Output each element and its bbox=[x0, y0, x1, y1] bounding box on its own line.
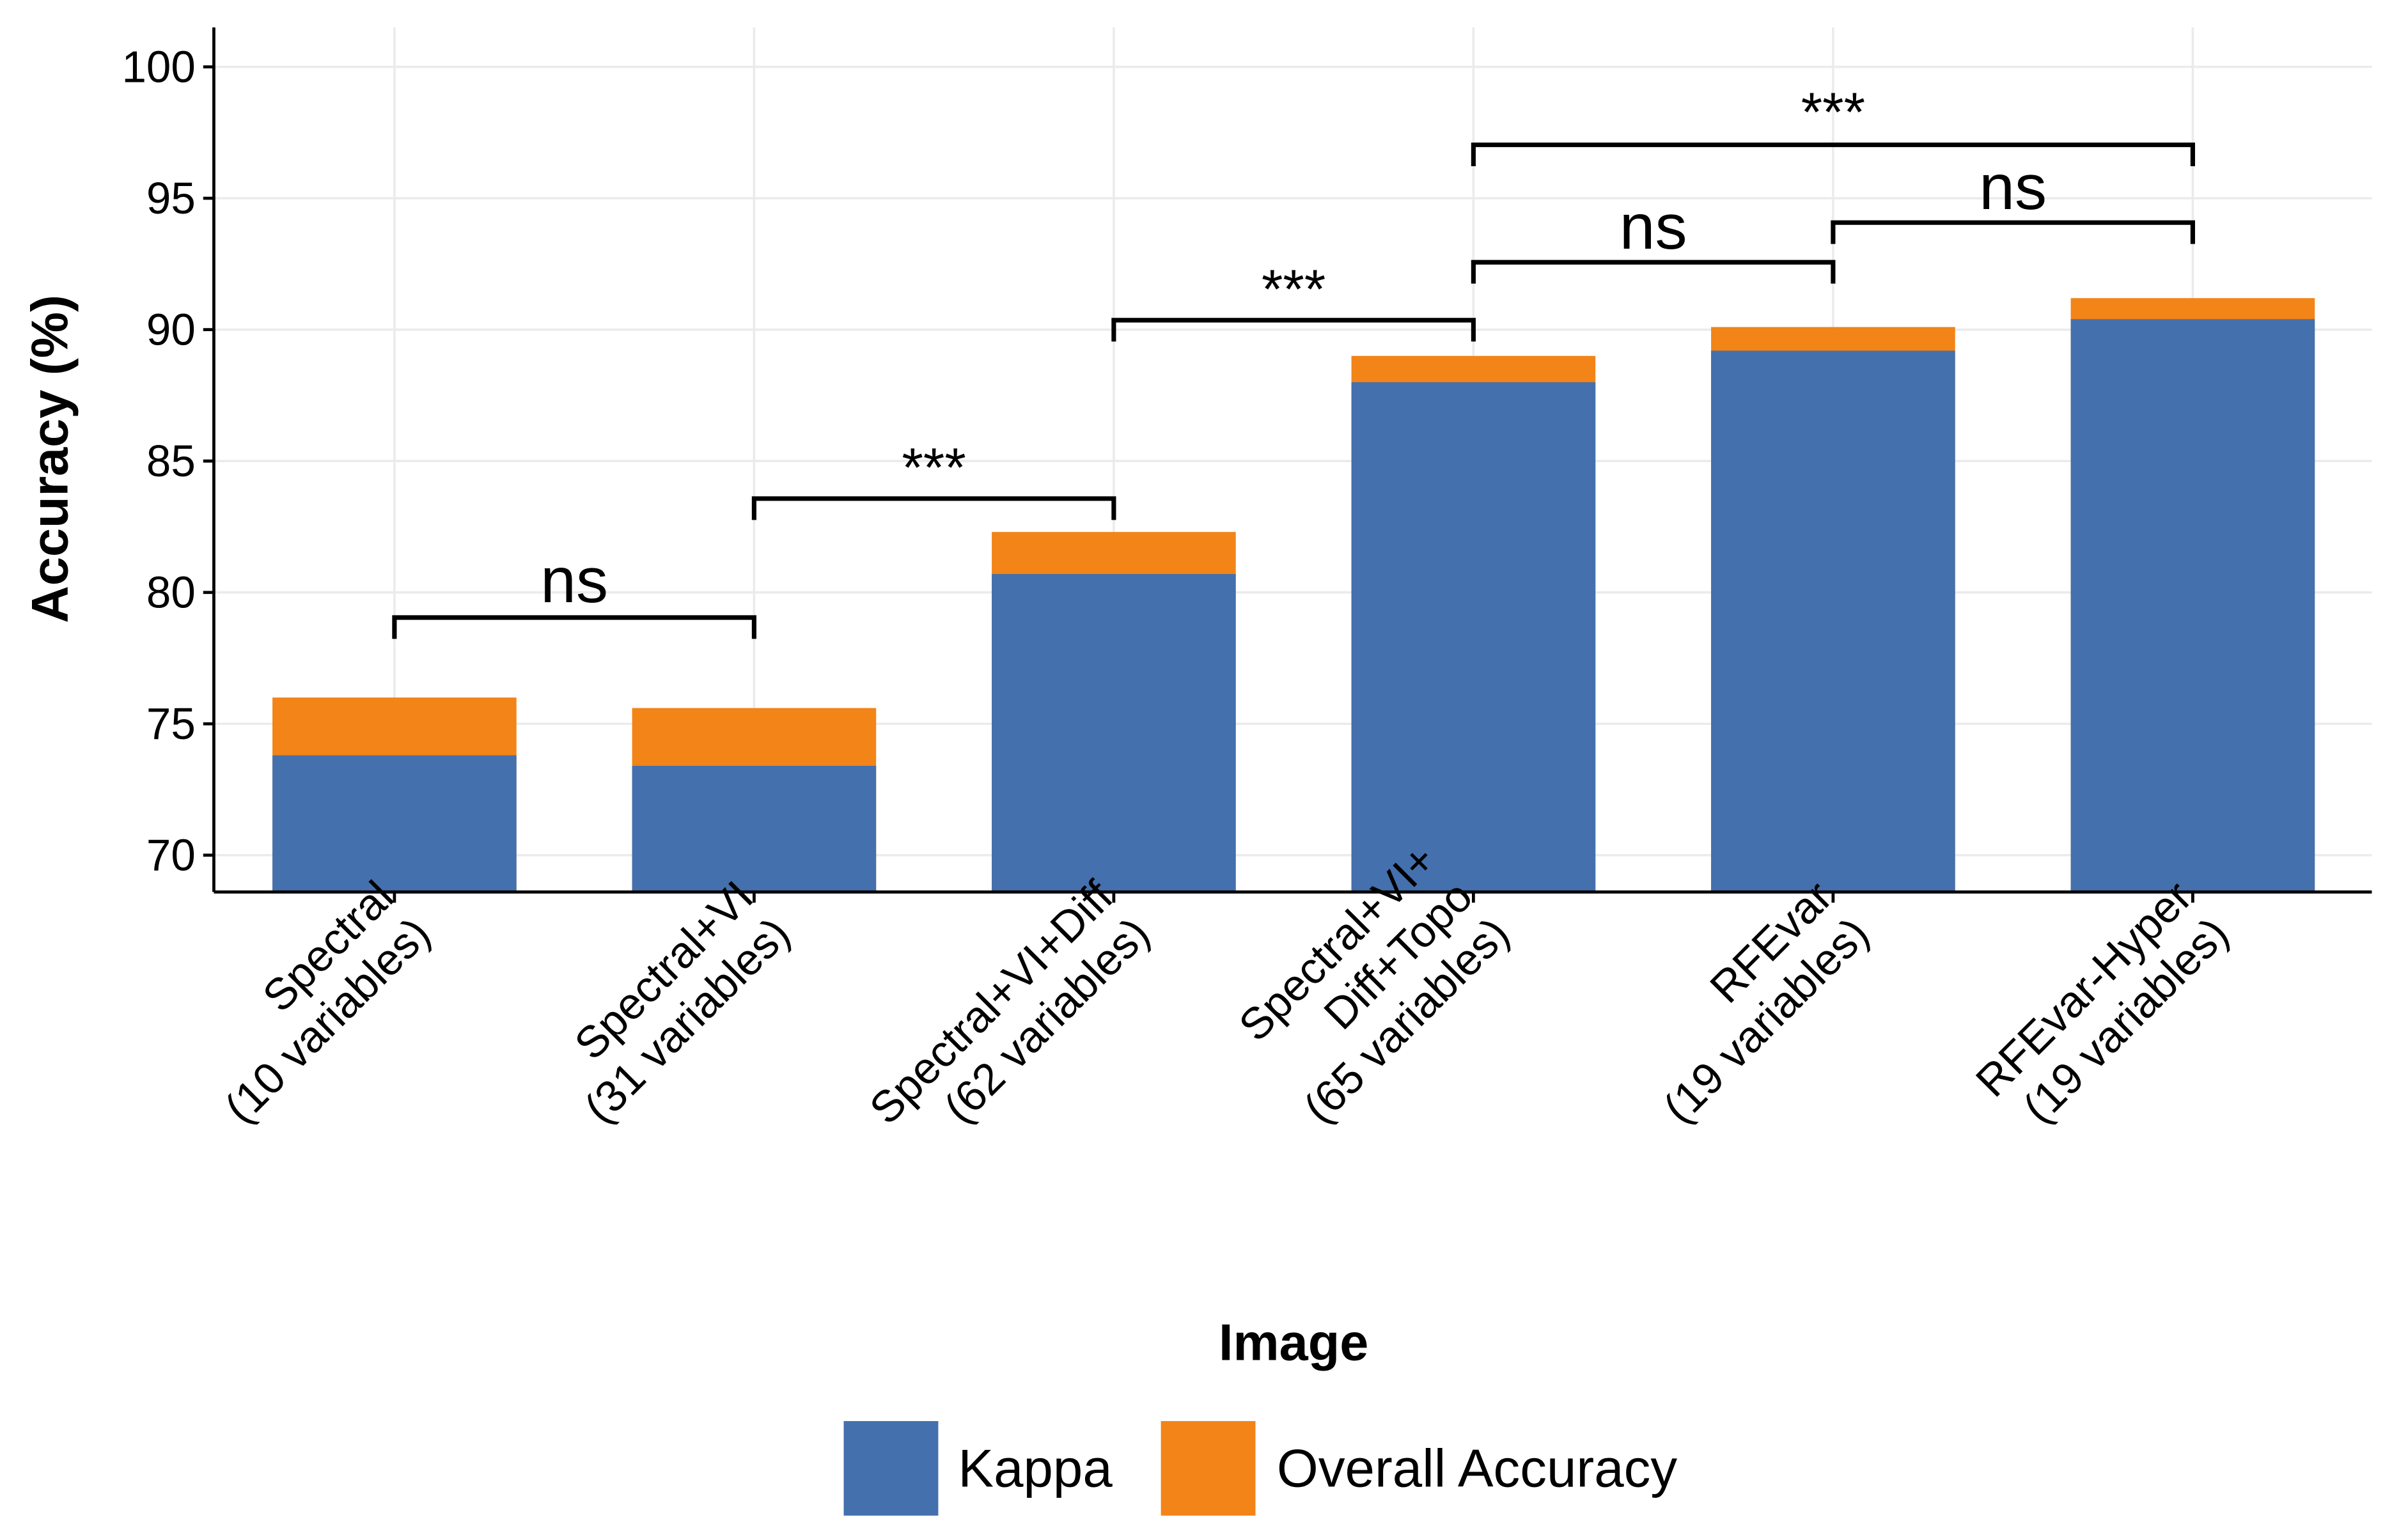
x-tick-label: RFEvar-Hyper(19 variables) bbox=[1966, 871, 2238, 1143]
bar bbox=[272, 755, 517, 892]
y-tick-label: 80 bbox=[146, 568, 196, 618]
bar bbox=[632, 766, 877, 892]
y-tick-label: 95 bbox=[146, 173, 196, 223]
legend-label: Overall Accuracy bbox=[1277, 1438, 1677, 1498]
bracket bbox=[1471, 260, 1836, 284]
bar bbox=[1711, 350, 1955, 892]
y-axis-title: Accuracy (%) bbox=[21, 295, 79, 623]
significance-label: ns bbox=[1620, 191, 1687, 263]
legend-swatch bbox=[1161, 1420, 1256, 1516]
bracket bbox=[1831, 220, 2195, 244]
y-tick-label: 85 bbox=[146, 436, 196, 486]
x-axis-title: Image bbox=[1219, 1314, 1368, 1372]
significance-label: ns bbox=[540, 545, 608, 616]
x-tick-label: RFEvar(19 variables) bbox=[1617, 871, 1879, 1133]
y-tick-label: 100 bbox=[121, 42, 195, 91]
legend-swatch bbox=[843, 1420, 939, 1516]
x-tick-label: Spectral(10 variables) bbox=[178, 871, 440, 1133]
bar bbox=[2070, 319, 2315, 892]
y-tick-label: 70 bbox=[146, 830, 196, 880]
bar bbox=[992, 573, 1236, 892]
bracket bbox=[392, 615, 756, 639]
significance-label: *** bbox=[902, 437, 966, 499]
x-tick-label: Spectral+VI(31 variables) bbox=[538, 871, 799, 1133]
x-tick-label: Spectral+VI+Diff(62 variables) bbox=[860, 871, 1159, 1170]
y-tick-label: 90 bbox=[146, 305, 196, 355]
bracket bbox=[1111, 318, 1476, 342]
bracket bbox=[751, 496, 1116, 520]
bar bbox=[1351, 382, 1596, 892]
y-tick-label: 75 bbox=[146, 699, 196, 749]
bracket bbox=[1471, 143, 2195, 166]
legend-label: Kappa bbox=[958, 1438, 1113, 1498]
significance-label: ns bbox=[1979, 152, 2047, 223]
significance-label: *** bbox=[1262, 259, 1325, 320]
significance-label: *** bbox=[1801, 82, 1865, 143]
